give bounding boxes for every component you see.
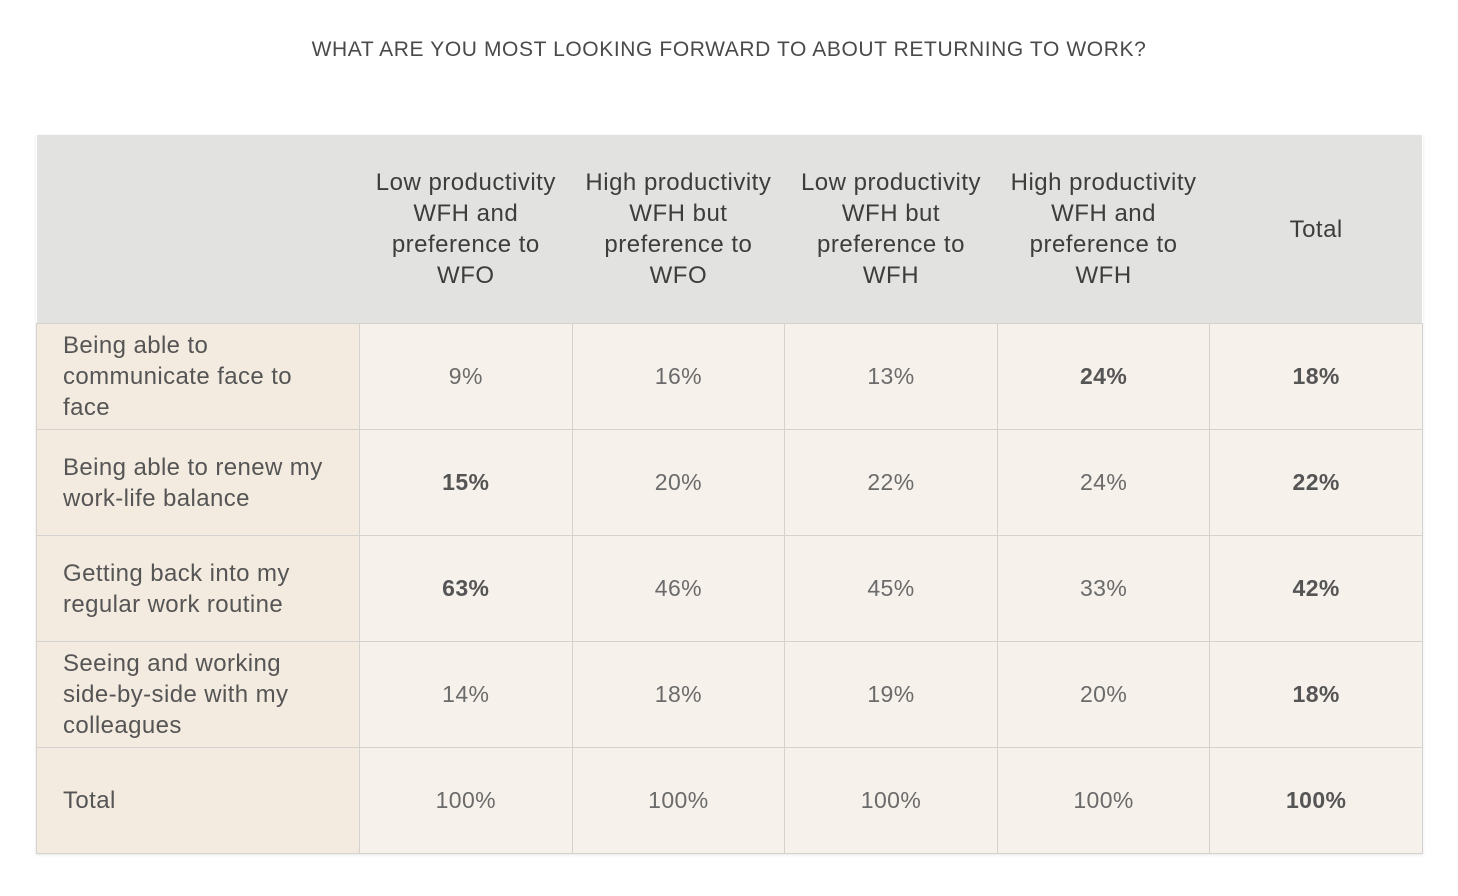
row-label: Being able to communicate face to face [36, 323, 360, 430]
table-cell: 63% [359, 535, 573, 642]
column-header: Total [1209, 135, 1423, 324]
column-header: Low productivity WFH but preference to W… [784, 135, 998, 324]
row-label: Being able to renew my work-life balance [36, 429, 360, 536]
row-label: Seeing and working side-by-side with my … [36, 641, 360, 748]
table-cell: 100% [359, 747, 573, 854]
table-cell: 45% [784, 535, 998, 642]
table-cell: 100% [1209, 747, 1423, 854]
table-cell: 33% [996, 535, 1211, 642]
table-row: Getting back into my regular work routin… [36, 535, 1423, 642]
table-row: Total 100% 100% 100% 100% 100% [36, 747, 1423, 854]
column-header: High productivity WFH but preference to … [572, 135, 785, 324]
table-cell: 42% [1209, 535, 1423, 642]
table-cell: 18% [1209, 641, 1423, 748]
table-cell: 20% [571, 429, 786, 536]
table-cell: 100% [784, 747, 998, 854]
column-header: High productivity WFH and preference to … [997, 135, 1210, 324]
table-row: Being able to communicate face to face 9… [36, 323, 1423, 430]
row-label: Getting back into my regular work routin… [36, 535, 360, 642]
header-row: Low productivity WFH and preference to W… [36, 135, 1423, 324]
column-header: Low productivity WFH and preference to W… [359, 135, 573, 324]
header-corner-cell [36, 135, 360, 324]
table-cell: 9% [359, 323, 573, 430]
table-cell: 18% [571, 641, 786, 748]
table-cell: 14% [359, 641, 573, 748]
table-cell: 24% [996, 323, 1211, 430]
row-label: Total [36, 747, 360, 854]
table-cell: 100% [996, 747, 1211, 854]
table-row: Seeing and working side-by-side with my … [36, 641, 1423, 748]
table-cell: 20% [996, 641, 1211, 748]
table-cell: 22% [1209, 429, 1423, 536]
table-cell: 46% [571, 535, 786, 642]
table-cell: 18% [1209, 323, 1423, 430]
table-row: Being able to renew my work-life balance… [36, 429, 1423, 536]
data-table: Low productivity WFH and preference to W… [36, 135, 1423, 854]
table-body: Being able to communicate face to face 9… [36, 323, 1423, 854]
table-cell: 13% [784, 323, 998, 430]
table-cell: 22% [784, 429, 998, 536]
chart-title: WHAT ARE YOU MOST LOOKING FORWARD TO ABO… [311, 38, 1147, 61]
table-cell: 16% [571, 323, 786, 430]
table-cell: 15% [359, 429, 573, 536]
table-cell: 100% [571, 747, 786, 854]
table-cell: 24% [996, 429, 1211, 536]
table-cell: 19% [784, 641, 998, 748]
